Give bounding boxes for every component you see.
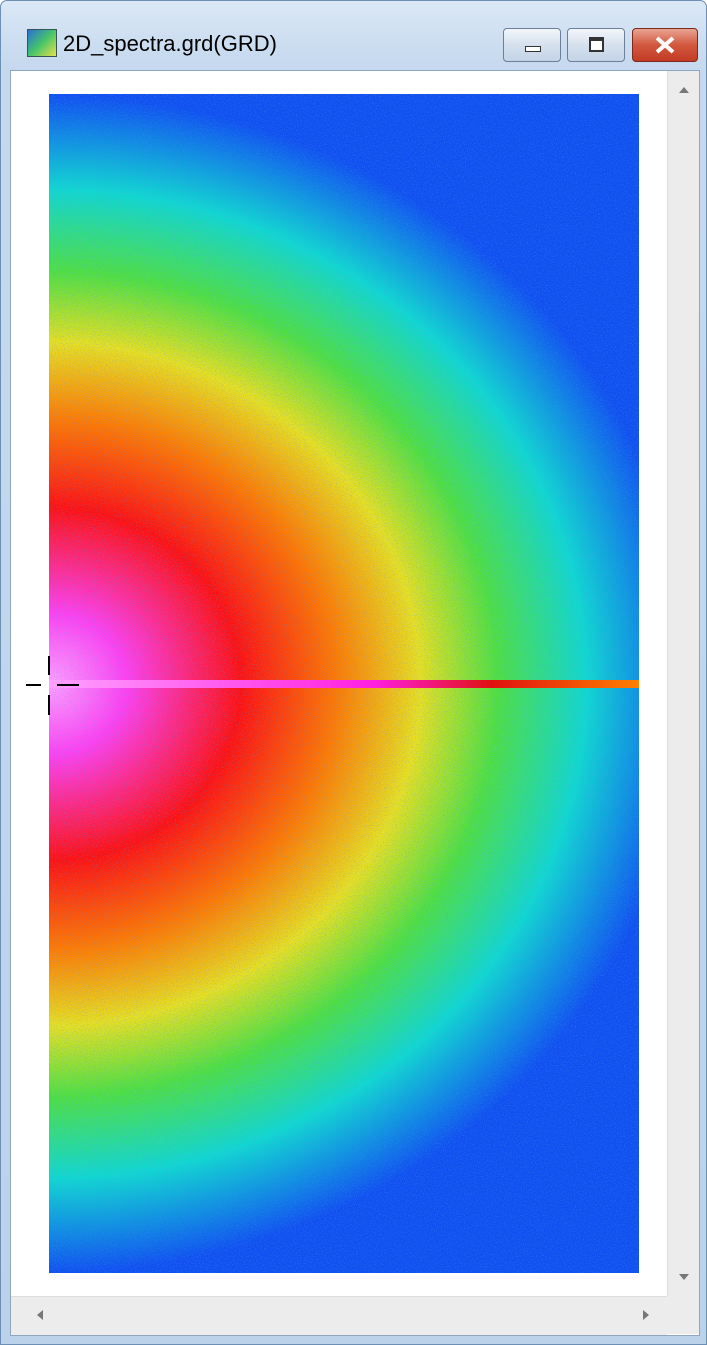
scroll-down-arrow[interactable] <box>679 1274 689 1280</box>
app-icon <box>27 29 57 57</box>
scroll-left-arrow[interactable] <box>37 1310 43 1320</box>
window: 2D_spectra.grd(GRD) <box>0 0 707 1345</box>
horizontal-scrollbar[interactable] <box>11 1296 667 1335</box>
minimize-button[interactable] <box>503 28 561 62</box>
scroll-up-arrow[interactable] <box>679 87 689 93</box>
maximize-glyph <box>589 37 604 52</box>
client-area <box>10 70 700 1336</box>
spectra-view <box>11 71 667 1296</box>
center-line <box>49 680 639 688</box>
close-button[interactable] <box>632 28 698 62</box>
minimize-glyph <box>525 46 541 52</box>
size-grip[interactable] <box>667 1296 699 1334</box>
maximize-button[interactable] <box>567 28 625 62</box>
vertical-scrollbar[interactable] <box>667 71 699 1296</box>
window-title: 2D_spectra.grd(GRD) <box>63 31 277 57</box>
body: 2D_spectra.grd(GRD) <box>0 0 707 1345</box>
scroll-right-arrow[interactable] <box>643 1310 649 1320</box>
page: {"window": {"title": "2D_spectra.grd(GRD… <box>0 0 707 1345</box>
close-glyph <box>653 35 677 55</box>
